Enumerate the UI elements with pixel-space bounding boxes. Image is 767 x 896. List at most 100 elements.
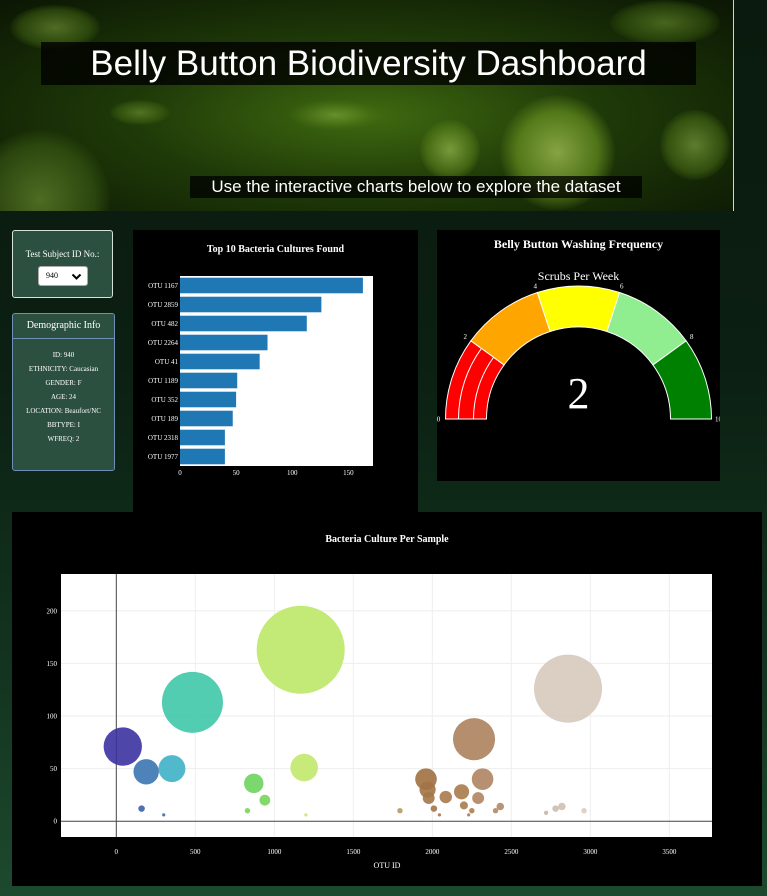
bubble-point — [492, 808, 499, 814]
microbe-decoration — [110, 100, 170, 125]
bubble-point — [496, 802, 505, 811]
gauge-band — [536, 285, 621, 333]
gauge-tick-label: 8 — [690, 333, 694, 341]
title-backdrop: Belly Button Biodiversity Dashboard — [41, 42, 696, 85]
bar — [180, 391, 237, 408]
bubble-y-tick-label: 50 — [50, 765, 58, 773]
bubble-point — [453, 784, 470, 800]
bubble-chart-x-axis-label: OTU ID — [373, 861, 401, 870]
banner-divider — [733, 0, 734, 211]
bubble-point — [290, 753, 318, 782]
bar-category-label: OTU 1977 — [148, 453, 179, 461]
bubble-y-tick-label: 150 — [47, 660, 58, 668]
bubble-point — [467, 813, 471, 817]
bubble-point — [552, 805, 559, 812]
bubble-chart-panel: Bacteria Culture Per Sample 0 50 100 150 200… — [12, 512, 762, 886]
bar — [180, 372, 238, 389]
gauge-tick-label: 2 — [463, 333, 467, 341]
bubble-point — [397, 808, 403, 814]
demographic-item-id: ID: 940 — [52, 351, 75, 359]
gauge-subtitle: Scrubs Per Week — [537, 269, 620, 283]
bar — [180, 315, 307, 332]
bar-category-label: OTU 2318 — [148, 434, 179, 442]
gauge-value-bar — [457, 347, 495, 420]
gauge-value: 2 — [567, 369, 590, 418]
subject-selector-label: Test Subject ID No.: — [25, 249, 100, 259]
bubble-point — [256, 605, 345, 694]
gauge-chart[interactable]: 0 2 4 6 8 10 — [437, 230, 720, 481]
bubble-point — [471, 768, 494, 790]
bubble-point — [437, 813, 442, 817]
demographic-item-wfreq: WFREQ: 2 — [47, 435, 80, 443]
gauge-band — [652, 340, 713, 420]
bar-category-label: OTU 1189 — [148, 377, 178, 385]
bubble-point — [543, 810, 549, 815]
bubble-point — [459, 801, 468, 810]
bar-category-label: OTU 2859 — [148, 301, 179, 309]
gauge-chart-panel: Belly Button Washing Frequency Scrubs Pe… — [437, 230, 720, 481]
subject-selector-panel: Test Subject ID No.: 940 — [12, 230, 113, 298]
subject-id-dropdown[interactable]: 940 — [38, 266, 88, 286]
bar-category-label: OTU 482 — [151, 320, 178, 328]
header-banner: Belly Button Biodiversity Dashboard Use … — [0, 0, 734, 211]
bar — [180, 448, 225, 465]
subject-id-selected-value: 940 — [46, 271, 58, 280]
bubble-x-tick-label: 3500 — [662, 848, 677, 856]
bubble-point — [422, 792, 435, 805]
microbe-decoration — [660, 110, 730, 180]
bar — [180, 429, 225, 446]
bar — [180, 410, 233, 427]
subtitle-backdrop: Use the interactive charts below to expl… — [190, 176, 642, 198]
bar-x-tick-label: 50 — [233, 469, 241, 477]
bubble-x-tick-label: 500 — [190, 848, 201, 856]
bar-x-tick-label: 100 — [287, 469, 298, 477]
microbe-decoration — [610, 0, 720, 45]
microbe-decoration — [420, 120, 480, 180]
bar-category-label: OTU 2264 — [148, 339, 179, 347]
bar-chart[interactable]: OTU 1167 OTU 2859 OTU 482 OTU 2264 OTU 41 OTU… — [133, 230, 418, 512]
bubble-x-tick-label: 1500 — [346, 848, 361, 856]
bubble-point — [472, 792, 485, 805]
bubble-point — [158, 755, 186, 783]
microbe-decoration — [290, 100, 380, 130]
demographic-item-bbtype: BBTYPE: I — [47, 421, 80, 429]
bubble-plot-area — [61, 574, 712, 837]
page-subtitle: Use the interactive charts below to expl… — [211, 177, 621, 196]
demographic-info-panel: Demographic Info ID: 940 ETHNICITY: Cauc… — [12, 313, 115, 471]
demographic-item-ethnicity: ETHNICITY: Caucasian — [28, 365, 99, 373]
bubble-point — [138, 805, 145, 812]
bar — [180, 277, 363, 294]
bar-category-label: OTU 41 — [155, 358, 179, 366]
demographic-item-gender: GENDER: F — [45, 379, 82, 387]
bubble-point — [133, 759, 159, 785]
demographic-item-age: AGE: 24 — [50, 393, 77, 401]
bubble-point — [244, 773, 264, 794]
bubble-point — [103, 727, 142, 766]
bar-x-tick-label: 0 — [178, 469, 182, 477]
gauge-tick-label: 4 — [533, 282, 537, 290]
bubble-point — [534, 654, 603, 723]
bar-chart-title: Top 10 Bacteria Cultures Found — [206, 244, 345, 255]
bubble-point — [244, 808, 251, 814]
bar — [180, 334, 268, 351]
bar-category-label: OTU 189 — [151, 415, 178, 423]
bubble-point — [469, 808, 475, 814]
bar-category-label: OTU 352 — [151, 396, 178, 404]
bubble-point — [162, 813, 166, 817]
bubble-x-tick-label: 2500 — [504, 848, 519, 856]
bar-category-label: OTU 1167 — [148, 282, 178, 290]
bubble-x-tick-label: 0 — [115, 848, 119, 856]
demographic-info-heading: Demographic Info — [13, 314, 114, 339]
bubble-chart-title: Bacteria Culture Per Sample — [325, 534, 449, 545]
bubble-point — [558, 802, 566, 811]
bubble-y-tick-label: 200 — [47, 607, 58, 615]
gauge-tick-label: 6 — [620, 282, 624, 290]
bar-x-tick-label: 150 — [343, 469, 354, 477]
microbe-decoration — [0, 130, 110, 211]
gauge-title: Belly Button Washing Frequency — [493, 237, 664, 251]
bubble-x-tick-label: 2000 — [425, 848, 440, 856]
bubble-point — [452, 718, 496, 761]
bubble-point — [581, 808, 587, 814]
bubble-point — [430, 805, 438, 812]
